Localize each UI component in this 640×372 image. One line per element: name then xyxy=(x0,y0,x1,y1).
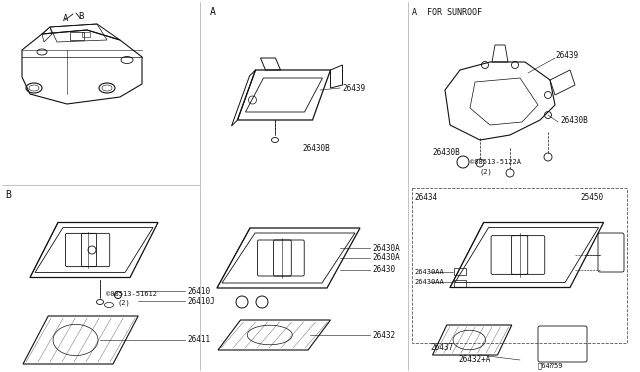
Bar xyxy=(412,188,627,343)
Text: 26430AA: 26430AA xyxy=(414,279,444,285)
Text: 26432+A: 26432+A xyxy=(458,356,490,365)
Text: B: B xyxy=(5,190,11,200)
Text: 26411: 26411 xyxy=(187,336,210,344)
Text: 26437: 26437 xyxy=(430,343,453,353)
Text: 26430B: 26430B xyxy=(302,144,330,153)
Text: 26410J: 26410J xyxy=(187,296,215,305)
Bar xyxy=(454,280,466,287)
Text: ©08513-51612: ©08513-51612 xyxy=(106,291,157,297)
Text: ᴤ64⁇59: ᴤ64⁇59 xyxy=(538,363,563,369)
Text: A: A xyxy=(63,13,68,22)
Text: 26430A: 26430A xyxy=(372,253,400,263)
Text: 26439: 26439 xyxy=(555,51,578,60)
Bar xyxy=(454,268,466,275)
Bar xyxy=(70,32,84,40)
Text: 26430A: 26430A xyxy=(372,244,400,253)
Bar xyxy=(82,32,90,37)
Text: A: A xyxy=(210,7,216,17)
Text: 26410: 26410 xyxy=(187,286,210,295)
Text: ©08513-5122A: ©08513-5122A xyxy=(470,159,521,165)
Text: 25450: 25450 xyxy=(580,192,603,202)
Text: (2): (2) xyxy=(480,169,493,175)
Text: 26430: 26430 xyxy=(372,266,395,275)
Text: (2): (2) xyxy=(117,300,130,306)
Text: 26439: 26439 xyxy=(342,83,365,93)
Text: B: B xyxy=(78,12,83,20)
Text: 26434: 26434 xyxy=(414,192,437,202)
Text: 26432: 26432 xyxy=(372,330,395,340)
Text: 26430B: 26430B xyxy=(560,115,588,125)
Text: 26430AA: 26430AA xyxy=(414,269,444,275)
Text: 26430B: 26430B xyxy=(432,148,460,157)
Text: A  FOR SUNROOF: A FOR SUNROOF xyxy=(412,7,482,16)
